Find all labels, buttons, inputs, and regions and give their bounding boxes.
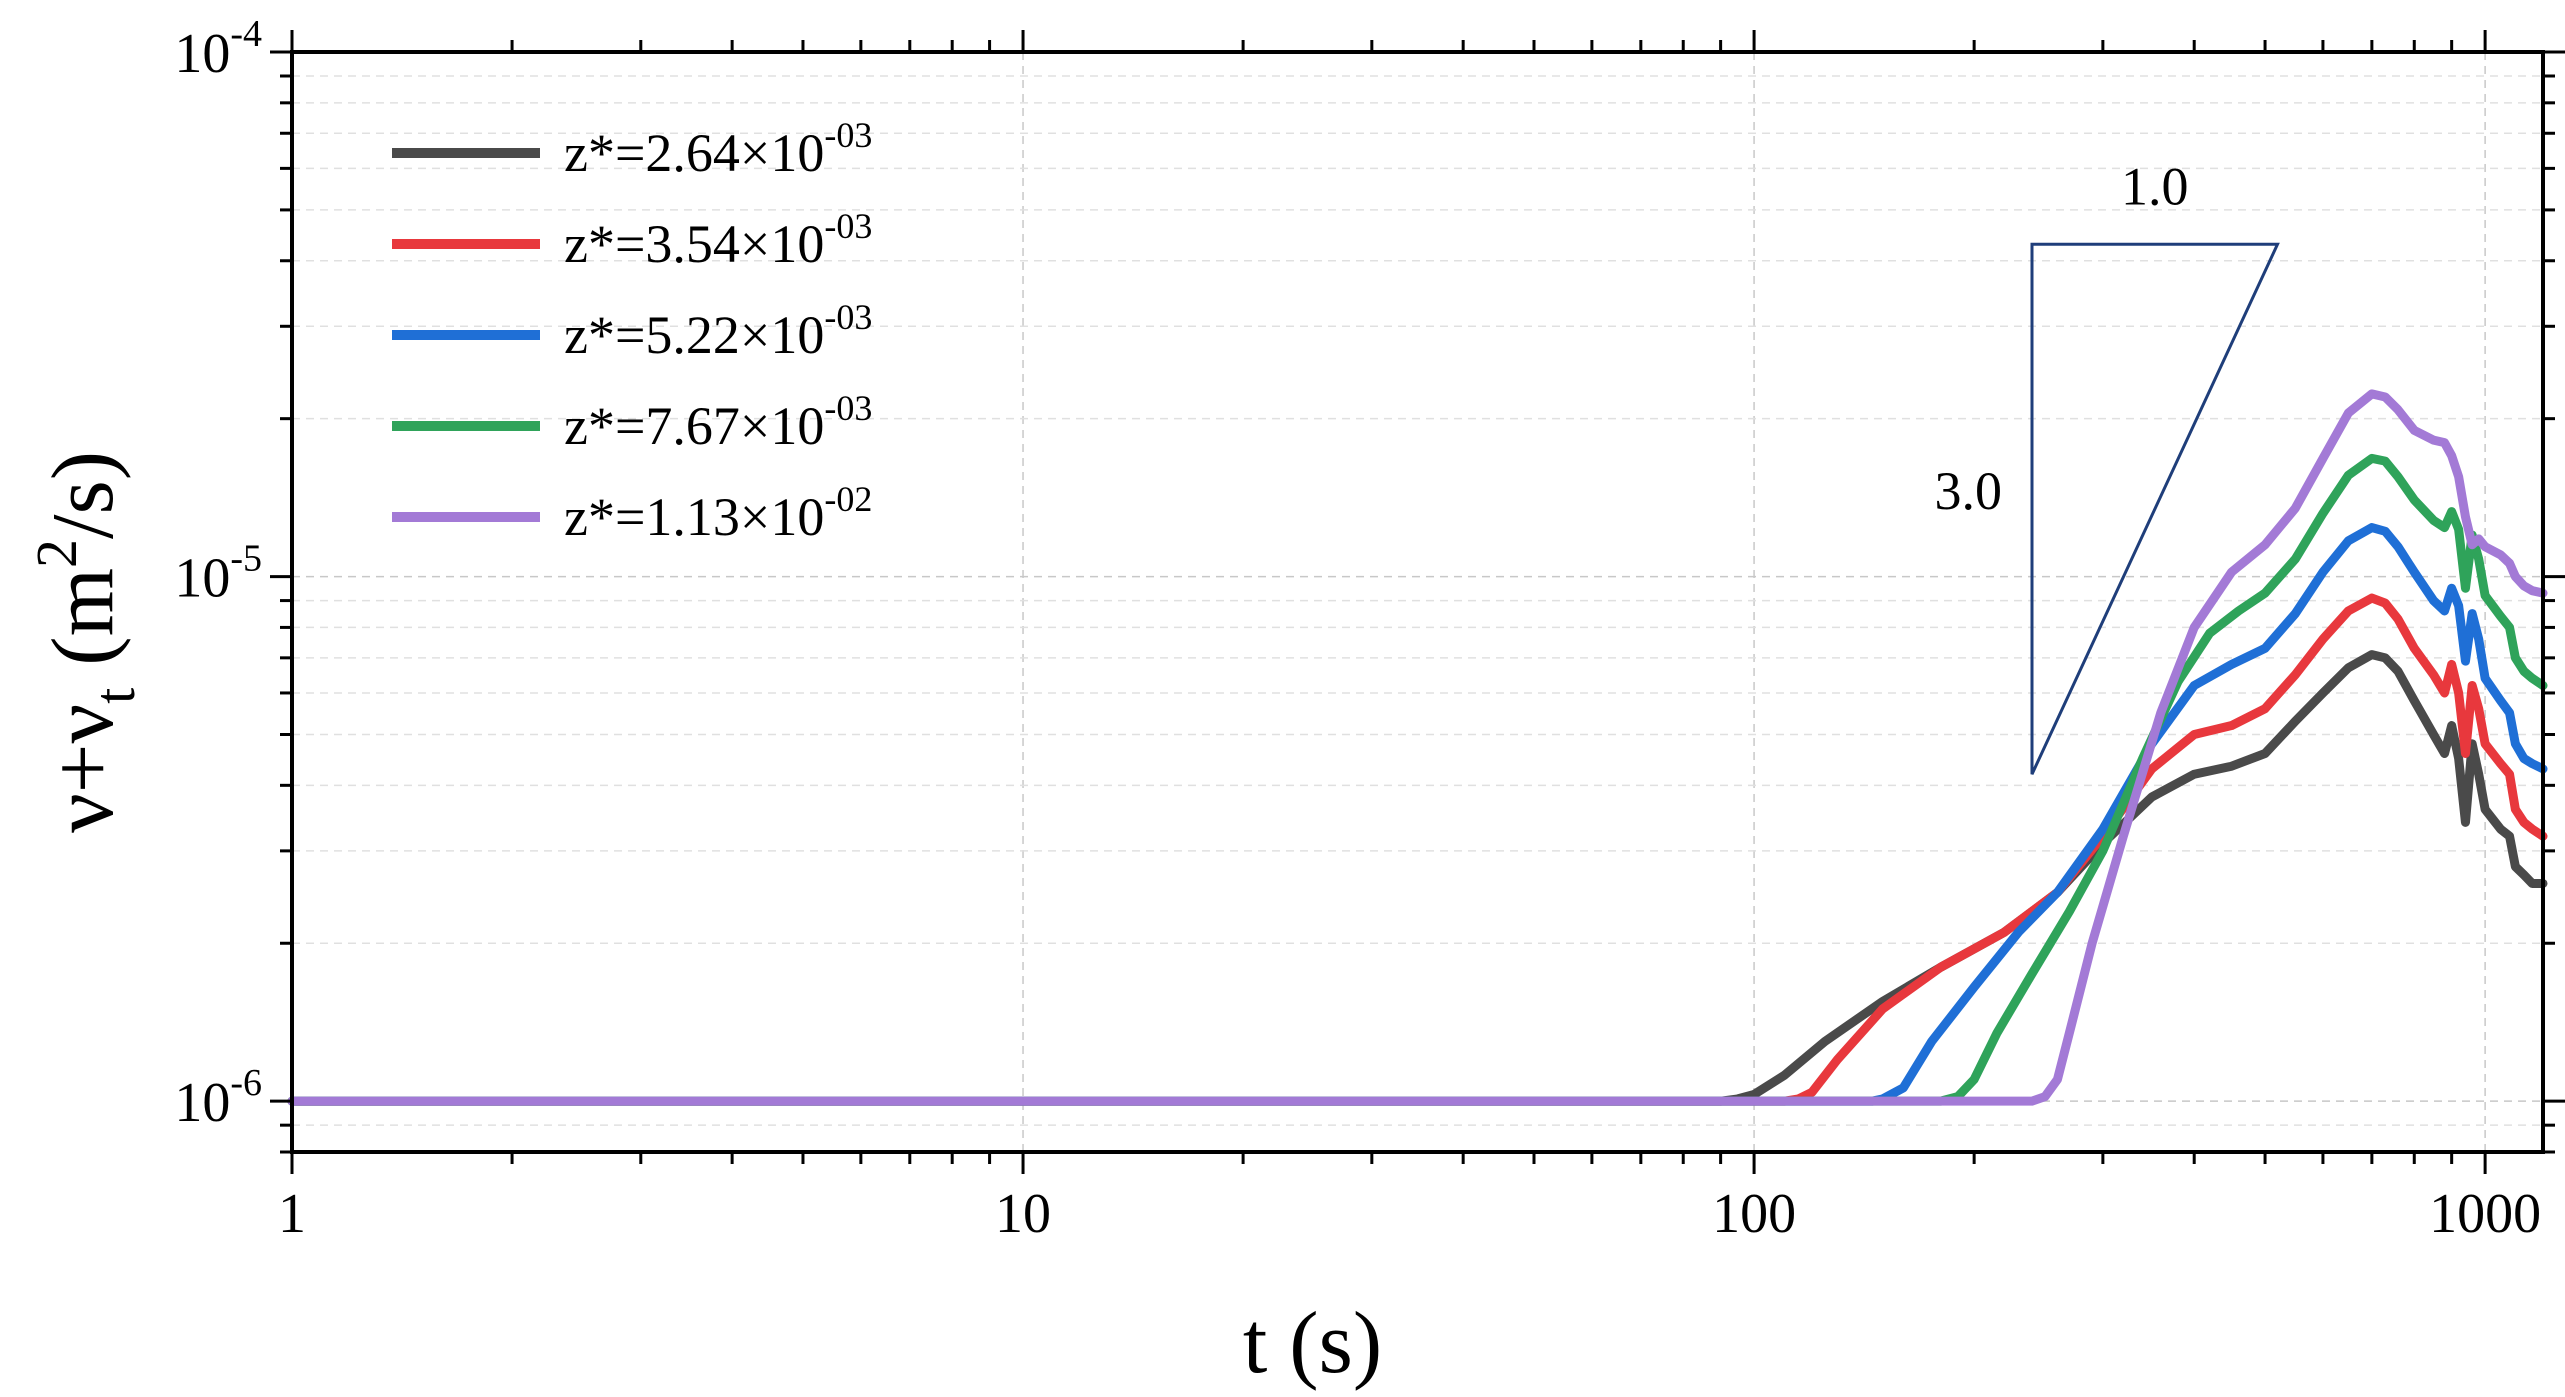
x-tick-label: 10 xyxy=(995,1183,1051,1245)
legend-label-1: z*=2.64×10-03 xyxy=(564,115,872,183)
legend-label-3: z*=5.22×10-03 xyxy=(564,297,872,365)
x-tick-label: 1 xyxy=(278,1183,306,1245)
legend-label-4: z*=7.67×10-03 xyxy=(564,388,872,456)
series-line-2 xyxy=(287,593,2548,1106)
x-tick-label: 100 xyxy=(1712,1183,1796,1245)
series-layer xyxy=(287,389,2548,1106)
legend-label-2: z*=3.54×10-03 xyxy=(564,206,872,274)
x-tick-label: 1000 xyxy=(2429,1183,2541,1245)
legend: z*=2.64×10-03 z*=3.54×10-03 z*=5.22×10-03 z… xyxy=(392,115,872,547)
annotation-layer: 1.0 3.0 xyxy=(1935,156,2280,775)
slope-horizontal-label: 1.0 xyxy=(2121,156,2189,216)
series-line-5 xyxy=(287,389,2548,1106)
y-axis-title: ν+νt (m2/s) xyxy=(24,451,147,833)
x-axis-title: t (s) xyxy=(1243,1295,1382,1392)
y-tick-label: 10-6 xyxy=(174,1062,262,1134)
slope-vertical-label: 3.0 xyxy=(1935,461,2003,521)
series-line-1 xyxy=(287,650,2548,1106)
series-line-3 xyxy=(287,523,2548,1106)
legend-label-5: z*=1.13×10-02 xyxy=(564,479,872,547)
series-line-4 xyxy=(287,453,2548,1106)
slope-triangle xyxy=(2030,242,2280,775)
axis-titles: t (s) ν+νt (m2/s) xyxy=(24,451,1382,1392)
